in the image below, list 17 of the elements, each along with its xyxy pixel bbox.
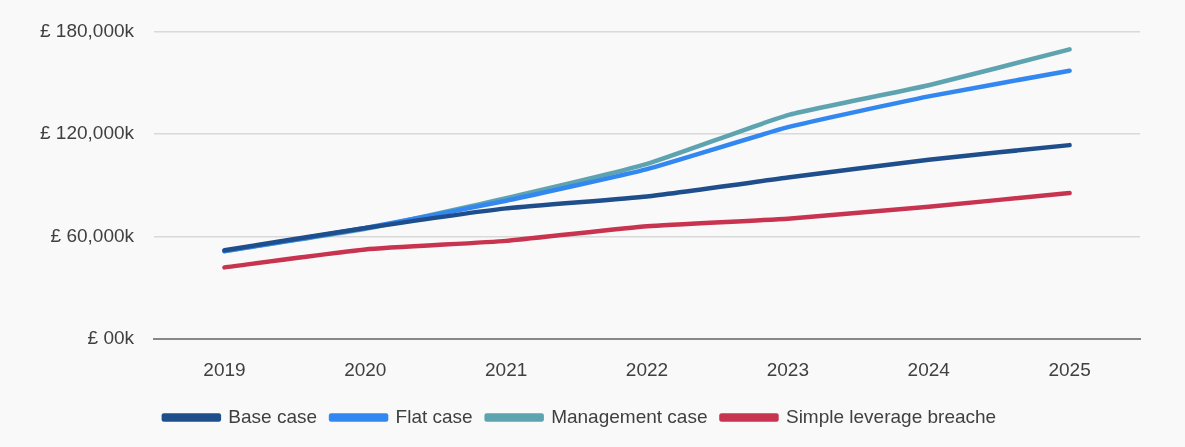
x-tick-label: 2021 [485,358,528,380]
y-tick-label: £ 120,000k [39,122,135,144]
x-tick-label: 2024 [907,358,951,380]
x-tick-label: 2022 [625,358,669,380]
y-tick-label: £ 00k [87,327,135,349]
legend-label: Simple leverage breache [785,405,997,427]
legend-label: Management case [551,405,708,427]
line-series [222,142,1072,253]
legend-label: Base case [228,405,318,427]
x-tick-label: 2023 [766,358,810,380]
line-series [222,190,1072,270]
x-tick-label: 2025 [1048,358,1091,380]
y-tick-label: £ 60,000k [50,224,135,246]
legend-label: Flat case [395,405,473,427]
y-tick-label: £ 180,000k [39,19,135,41]
x-tick-label: 2020 [344,358,387,380]
x-tick-label: 2019 [203,358,246,380]
